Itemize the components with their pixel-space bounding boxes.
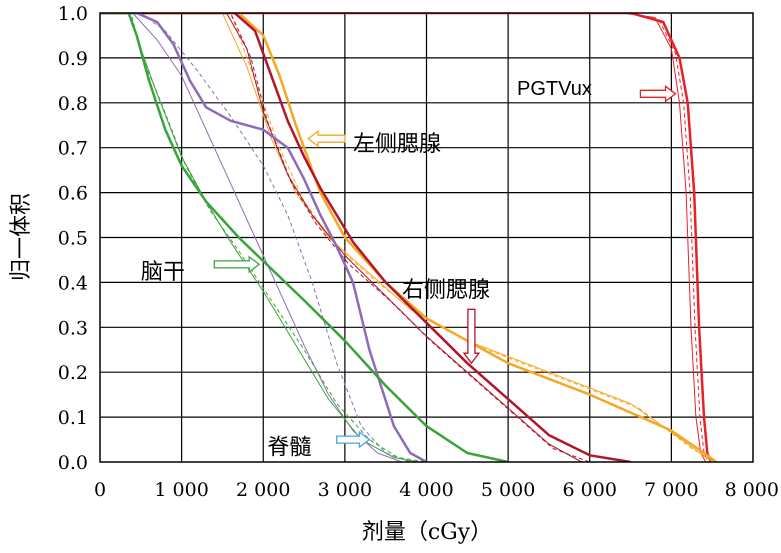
annotation-arrow-icon — [213, 255, 261, 274]
annotation-label: 脊髓 — [267, 435, 311, 460]
annotation-label: 左侧腮腺 — [353, 132, 441, 157]
x-tick-label: 3 000 — [318, 479, 372, 501]
y-tick-label: 0.7 — [58, 138, 88, 160]
y-tick-labels: 0.0 0.1 0.2 0.3 0.4 0.5 0.6 0.7 0.8 0.9 1.0 — [58, 3, 88, 474]
annotation-label: PGTVux — [517, 78, 592, 100]
x-tick-label: 7 000 — [644, 479, 698, 501]
y-tick-label: 0.1 — [58, 407, 88, 429]
x-tick-label: 0 — [94, 479, 106, 501]
annotation-label: 右侧腮腺 — [402, 278, 490, 303]
x-axis-title: 剂量（cGy） — [362, 520, 492, 545]
y-tick-label: 0.6 — [58, 183, 88, 205]
series-line — [100, 13, 509, 462]
series-line — [100, 13, 631, 462]
y-tick-label: 0.0 — [58, 452, 88, 474]
x-tick-label: 5 000 — [481, 479, 535, 501]
series-line — [100, 13, 709, 462]
x-tick-label: 6 000 — [563, 479, 617, 501]
annotation-arrow-icon — [307, 129, 346, 148]
y-axis-title: 归一体积 — [9, 193, 34, 281]
y-tick-label: 1.0 — [58, 3, 88, 25]
annotation-arrow-icon — [336, 430, 371, 449]
x-tick-label: 8 000 — [725, 479, 779, 501]
annotation-label: 脑干 — [141, 260, 185, 285]
y-tick-label: 0.4 — [58, 272, 88, 294]
series-line — [100, 13, 427, 462]
series-line — [100, 13, 718, 462]
series-line — [100, 13, 717, 462]
annotation-arrow-icon — [462, 308, 481, 365]
x-tick-label: 4 000 — [399, 479, 453, 501]
y-tick-label: 0.5 — [58, 228, 88, 250]
plot-frame — [99, 12, 754, 463]
grid — [100, 13, 753, 462]
series-line — [100, 13, 411, 462]
x-tick-labels: 0 1 000 2 000 3 000 4 000 5 000 6 000 7 000 8 00… — [94, 479, 779, 501]
x-tick-label: 2 000 — [236, 479, 290, 501]
x-tick-label: 1 000 — [154, 479, 208, 501]
y-tick-label: 0.9 — [58, 48, 88, 70]
series-line — [100, 13, 403, 462]
series-line — [100, 13, 590, 462]
series-line — [100, 13, 707, 462]
y-tick-label: 0.8 — [58, 93, 88, 115]
annotation-arrow-icon — [639, 85, 677, 103]
y-tick-label: 0.3 — [58, 317, 88, 339]
y-tick-label: 0.2 — [58, 362, 88, 384]
series-line — [100, 13, 713, 462]
